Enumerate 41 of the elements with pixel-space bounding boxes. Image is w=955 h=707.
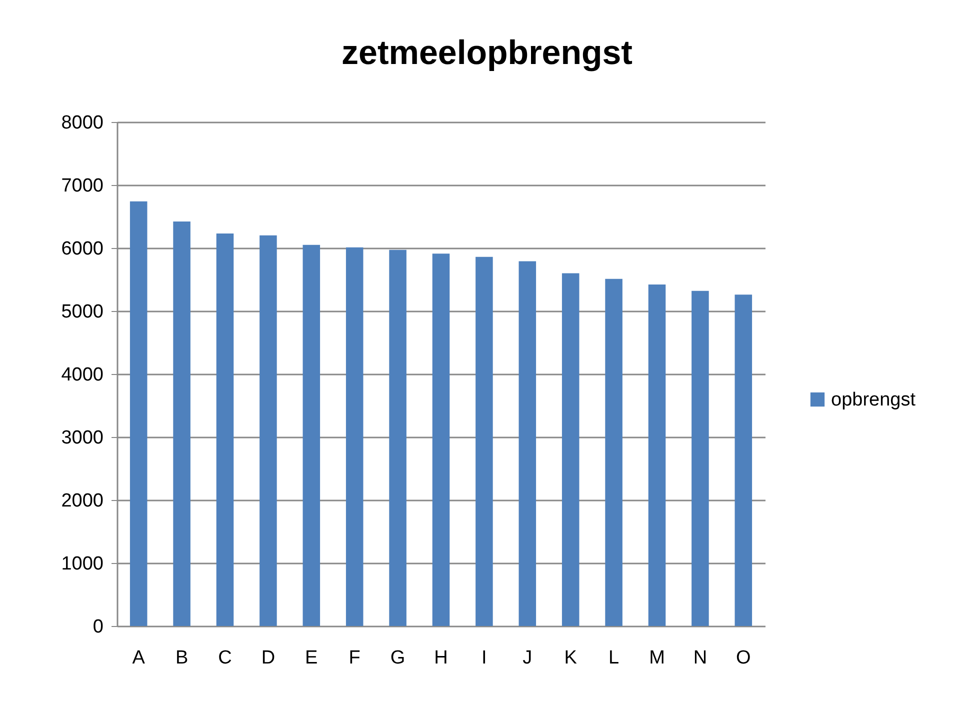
x-tick-label: H xyxy=(434,648,448,668)
bar xyxy=(346,247,364,626)
x-tick-label: D xyxy=(261,648,276,668)
x-tick-label: L xyxy=(608,648,620,668)
y-tick-label: 1000 xyxy=(61,554,104,574)
bar xyxy=(562,273,580,626)
x-tick-label: N xyxy=(693,648,708,668)
bar xyxy=(476,256,493,626)
x-tick-label: C xyxy=(218,648,232,668)
bar xyxy=(216,234,234,626)
x-tick-label: A xyxy=(132,648,146,668)
x-tick-label: G xyxy=(390,648,406,668)
bar xyxy=(605,278,622,626)
y-tick-label: 8000 xyxy=(61,112,104,134)
x-tick-label: M xyxy=(649,648,665,668)
y-tick-label: 7000 xyxy=(61,176,104,196)
x-tick-label: E xyxy=(305,648,318,668)
bar xyxy=(432,254,450,626)
y-tick-label: 4000 xyxy=(61,364,104,386)
bar xyxy=(302,244,320,626)
legend-label: opbrengst xyxy=(831,390,916,410)
bar xyxy=(173,222,190,626)
bar xyxy=(260,235,277,626)
y-tick-label: 5000 xyxy=(61,302,104,322)
y-tick-label: 6000 xyxy=(61,238,104,260)
x-tick-label: F xyxy=(348,648,360,668)
x-tick-label: K xyxy=(564,648,578,668)
bar xyxy=(692,290,709,626)
y-tick-label: 2000 xyxy=(61,490,104,512)
x-tick-label: B xyxy=(175,648,188,668)
bar xyxy=(648,284,666,626)
y-tick-label: 0 xyxy=(92,616,104,638)
bar xyxy=(389,250,406,626)
bar xyxy=(518,261,536,626)
bar xyxy=(734,294,752,626)
y-tick-label: 3000 xyxy=(61,428,104,448)
chart-title: zetmeelopbrengst xyxy=(342,34,632,72)
x-tick-label: I xyxy=(482,648,487,668)
bar xyxy=(130,201,148,626)
x-tick-label: O xyxy=(736,648,751,668)
x-tick-label: J xyxy=(522,648,532,668)
